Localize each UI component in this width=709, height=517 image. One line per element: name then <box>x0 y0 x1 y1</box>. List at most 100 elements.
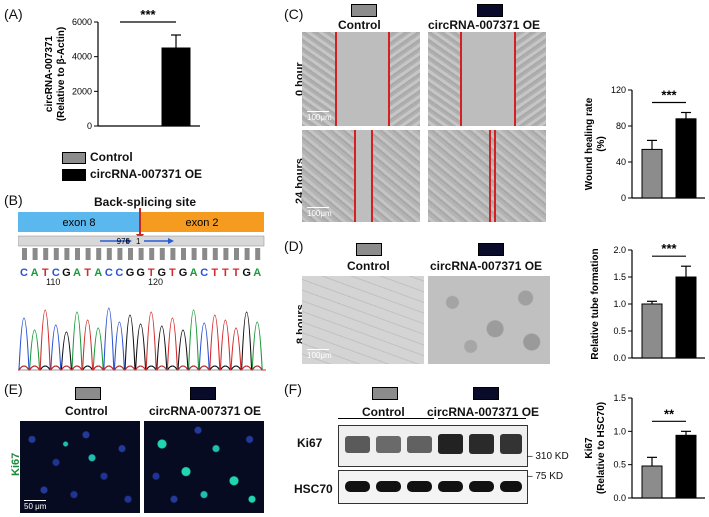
y-tick-label: 1.0 <box>613 299 626 309</box>
y-tick-label: 2.0 <box>613 245 626 255</box>
base-letter: A <box>94 267 102 279</box>
f-oe-label: circRNA-007371 OE <box>427 405 540 419</box>
quality-bar <box>53 248 59 260</box>
e-oe-swatch <box>190 387 216 400</box>
quality-bar <box>96 248 102 260</box>
quality-bar <box>75 248 80 260</box>
quality-bar <box>170 248 176 260</box>
quality-bar <box>159 248 165 260</box>
band-label-ki67: Ki67 <box>297 436 323 450</box>
panel-label-c: (C) <box>284 6 304 22</box>
band-label-hsc70: HSC70 <box>294 482 333 496</box>
bar <box>675 276 697 359</box>
base-letter: G <box>158 267 167 279</box>
bar <box>161 47 191 127</box>
y-tick-label: 6000 <box>72 17 92 27</box>
col-oe-swatch <box>477 4 503 17</box>
scale-bar-e: 50 μm <box>24 500 47 511</box>
legend-oe-label: circRNA-007371 OE <box>90 167 203 181</box>
d-control-label: Control <box>347 259 390 273</box>
wound-oe-0h <box>428 32 546 126</box>
significance-label: *** <box>661 242 677 256</box>
base-letter: T <box>169 267 176 279</box>
quality-bar <box>43 248 49 260</box>
exon2-label: exon 2 <box>185 217 218 229</box>
chart-a: circRNA-007371(Relative to β-Actin) 0 2000… <box>44 8 200 131</box>
chromatogram-track <box>18 235 265 247</box>
trace-G <box>18 311 266 371</box>
d-control-swatch <box>356 243 382 256</box>
quality-bar <box>22 248 27 260</box>
base-letter: C <box>20 267 28 279</box>
d-oe-swatch <box>478 243 504 256</box>
backsplice-title: Back-splicing site <box>94 195 197 209</box>
col-control-label: Control <box>338 18 381 32</box>
y-tick-label: 4000 <box>72 52 92 62</box>
d-oe-label: circRNA-007371 OE <box>430 259 543 273</box>
base-letter: C <box>52 267 60 279</box>
f-control-label: Control <box>362 405 405 419</box>
y-axis-label: Relative tube formation <box>590 248 601 359</box>
base-letter: C <box>105 267 113 279</box>
f-control-swatch <box>372 387 398 400</box>
legend-oe-swatch <box>62 169 86 181</box>
exon-diagram: exon 8 exon 2 976 1 <box>18 208 265 260</box>
quality-bar <box>64 248 70 260</box>
quality-bar <box>223 248 229 260</box>
base-letter: T <box>222 267 229 279</box>
base-letter: C <box>115 267 123 279</box>
y-tick-label: 1.5 <box>613 272 626 282</box>
panel-label-e: (E) <box>4 381 23 397</box>
quality-bar <box>202 248 208 260</box>
quality-bar <box>244 248 250 260</box>
position-1: 1 <box>136 237 141 246</box>
base-letter: T <box>84 267 91 279</box>
quality-bar <box>128 248 133 260</box>
bar <box>675 118 697 199</box>
base-letter: C <box>200 267 208 279</box>
col-oe-label: circRNA-007371 OE <box>428 18 541 32</box>
seq-pos-120: 120 <box>148 277 164 287</box>
y-tick-label: 80 <box>616 121 626 131</box>
significance-label: ** <box>664 406 675 421</box>
bar <box>641 303 663 359</box>
significance-label: *** <box>140 8 156 22</box>
base-letter: A <box>190 267 198 279</box>
bar <box>641 465 663 499</box>
legend-control-label: Control <box>90 150 133 164</box>
quality-bar <box>234 248 239 260</box>
quality-bar <box>212 248 218 260</box>
wound-control-24h: 100μm <box>302 130 420 222</box>
y-tick-label: 0.5 <box>613 326 626 336</box>
y-axis-label: Ki67(Relative to HSC70) <box>584 402 607 494</box>
base-letter: T <box>233 267 240 279</box>
base-letter: G <box>179 267 188 279</box>
base-letter: G <box>136 267 145 279</box>
marker-75kd: – 75 KD <box>527 471 564 482</box>
ki67-oe <box>144 421 264 513</box>
base-letter: G <box>126 267 135 279</box>
primer-left-arrowhead-icon <box>126 238 132 244</box>
legend-control-swatch <box>62 152 86 164</box>
ki67-control: 50 μm <box>20 421 140 513</box>
e-control-swatch <box>75 387 101 400</box>
y-tick-label: 1.0 <box>613 426 626 436</box>
significance-label: *** <box>661 88 677 103</box>
y-tick-label: 0 <box>621 193 626 203</box>
chart-c: Wound healing rate(%) 0 40 80 120 *** <box>584 85 705 203</box>
y-tick-label: 0.0 <box>613 493 626 503</box>
seq-pos-110: 110 <box>46 277 61 287</box>
chart-f: Ki67(Relative to HSC70) 0.0 0.5 1.0 1.5 ** <box>584 393 705 503</box>
quality-bar <box>85 248 91 260</box>
y-tick-label: 0 <box>87 121 92 131</box>
col-control-swatch <box>351 4 377 17</box>
base-letter: T <box>148 267 155 279</box>
exon8-label: exon 8 <box>62 217 95 229</box>
y-tick-label: 0.5 <box>613 460 626 470</box>
base-letter: G <box>242 267 251 279</box>
base-letter: T <box>211 267 218 279</box>
tube-control: 100μm <box>302 276 424 364</box>
wound-oe-24h <box>428 130 546 222</box>
marker-310kd: – 310 KD <box>527 451 569 462</box>
